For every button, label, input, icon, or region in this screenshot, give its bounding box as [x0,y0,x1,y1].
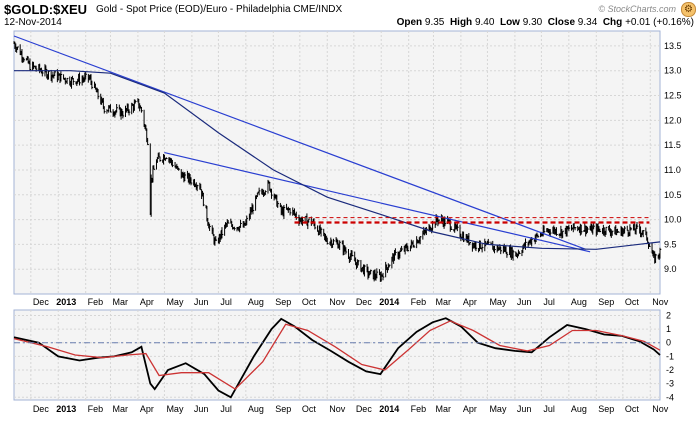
price-x-tick: Dec [356,297,373,307]
osc-x-tick: Feb [88,404,104,414]
price-y-tick: 11.0 [664,165,681,175]
gear-icon[interactable]: ⚙ [681,2,696,17]
symbol-description: Gold - Spot Price (EOD)/Euro - Philadelp… [96,4,343,15]
osc-y-tick: -4 [666,392,674,402]
price-panel [13,30,661,295]
price-x-tick: Oct [625,297,640,307]
osc-x-tick: Sep [275,404,291,414]
price-y-tick: 9.5 [664,239,677,249]
price-y-tick: 10.5 [664,190,682,200]
osc-y-tick: 2 [666,310,671,320]
price-x-tick: 2014 [379,297,399,307]
moving-average-line [14,70,661,250]
price-x-tick: Jun [194,297,209,307]
osc-x-tick: Jul [543,404,555,414]
osc-x-tick: May [166,404,184,414]
price-bars [13,41,662,282]
signal-line [13,320,661,390]
price-y-tick: 13.0 [664,66,682,76]
price-x-tick: Jun [517,297,532,307]
price-y-tick: 12.0 [664,115,682,125]
price-y-tick: 13.5 [664,41,682,51]
osc-x-tick: Nov [652,404,669,414]
osc-y-tick: 0 [666,338,671,348]
low-value: 9.30 [522,17,543,28]
copyright-text: © StockCharts.com [598,4,676,14]
osc-x-tick: Apr [463,404,477,414]
macd-line [13,317,661,399]
price-x-tick: Dec [33,297,50,307]
price-x-tick: Aug [571,297,587,307]
price-y-tick: 10.0 [664,215,682,225]
chg-value: +0.01 (+0.16%) [625,17,694,28]
osc-x-tick: Oct [625,404,640,414]
price-x-tick: Sep [275,297,291,307]
price-x-tick: Jul [220,297,232,307]
osc-x-tick: Sep [598,404,614,414]
osc-x-tick: Aug [571,404,587,414]
price-x-tick: Nov [329,297,346,307]
price-y-tick: 11.5 [664,140,681,150]
low-label: Low [499,17,520,28]
osc-x-tick: Feb [411,404,427,414]
open-value: 9.35 [424,17,445,28]
osc-x-tick: Apr [140,404,154,414]
price-x-tick: Nov [652,297,669,307]
osc-x-tick: Mar [112,404,128,414]
symbol-title: $GOLD:$XEU [4,2,88,17]
price-x-tick: Mar [112,297,128,307]
osc-x-tick: Mar [435,404,451,414]
osc-y-tick: -1 [666,351,674,361]
chg-label: Chg [602,17,623,28]
osc-x-tick: Aug [248,404,264,414]
price-y-tick: 12.5 [664,91,682,101]
osc-x-tick: Oct [302,404,317,414]
ohlc-stats: Open 9.35 High 9.40 Low 9.30 Close 9.34 … [397,17,694,28]
price-x-tick: Apr [140,297,154,307]
open-label: Open [396,17,423,28]
high-value: 9.40 [474,17,495,28]
osc-x-tick: May [489,404,507,414]
quote-date: 12-Nov-2014 [4,17,62,28]
osc-y-tick: 1 [666,324,671,334]
osc-x-tick: 2014 [379,404,399,414]
price-x-tick: Feb [88,297,104,307]
high-label: High [449,17,473,28]
osc-x-tick: Jun [517,404,532,414]
price-y-tick: 9.0 [664,264,677,274]
close-label: Close [547,17,576,28]
price-x-tick: Mar [435,297,451,307]
price-x-tick: May [166,297,184,307]
price-x-tick: Aug [248,297,264,307]
osc-x-tick: Jun [194,404,209,414]
price-x-tick: Jul [543,297,555,307]
price-x-tick: Sep [598,297,614,307]
price-x-tick: Oct [302,297,317,307]
osc-x-tick: 2013 [56,404,76,414]
trendline [164,152,591,253]
close-value: 9.34 [577,17,598,28]
osc-x-tick: Jul [220,404,232,414]
osc-x-tick: Nov [329,404,346,414]
price-x-tick: Apr [463,297,477,307]
osc-y-tick: -3 [666,379,674,389]
osc-y-tick: -2 [666,365,674,375]
osc-x-tick: Dec [356,404,373,414]
price-x-tick: 2013 [56,297,76,307]
price-x-tick: May [489,297,507,307]
price-x-tick: Feb [411,297,427,307]
trendline [13,35,586,250]
osc-x-tick: Dec [33,404,50,414]
